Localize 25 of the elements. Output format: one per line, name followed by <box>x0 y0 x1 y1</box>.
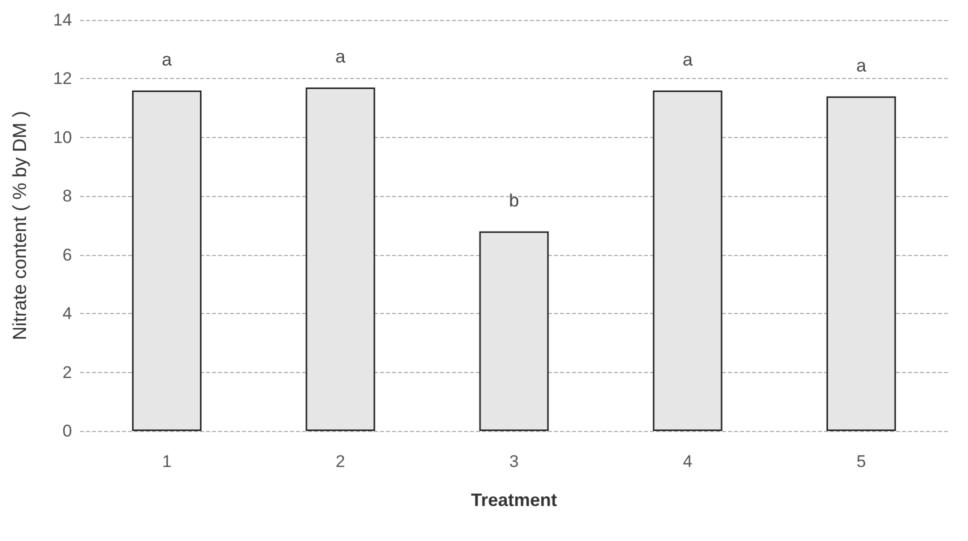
x-tick-label: 1 <box>162 452 172 471</box>
x-tick-label: 5 <box>856 452 866 471</box>
y-tick-label: 4 <box>62 304 72 324</box>
y-axis-title: Nitrate content ( % by DM ) <box>10 110 31 340</box>
x-tick-label: 3 <box>509 452 519 471</box>
bar <box>652 90 722 431</box>
bar <box>306 88 376 431</box>
bar <box>826 96 896 431</box>
x-axis-title: Treatment <box>470 490 558 510</box>
annotation: a <box>856 55 868 76</box>
bar <box>132 90 202 431</box>
annotation: a <box>335 46 346 67</box>
y-tick-label: 12 <box>53 69 72 88</box>
y-tick-label: 14 <box>53 10 72 30</box>
annotation: a <box>162 49 173 70</box>
y-tick-label: 10 <box>53 128 72 147</box>
y-tick-label: 2 <box>62 362 72 382</box>
annotation: b <box>508 190 520 210</box>
x-tick-label: 2 <box>336 452 346 471</box>
y-tick-label: 0 <box>62 422 72 440</box>
bar <box>479 231 549 431</box>
annotation: a <box>682 49 694 70</box>
y-tick-label: 8 <box>62 186 72 206</box>
x-tick-label: 4 <box>682 452 692 471</box>
y-tick-label: 6 <box>62 245 72 264</box>
